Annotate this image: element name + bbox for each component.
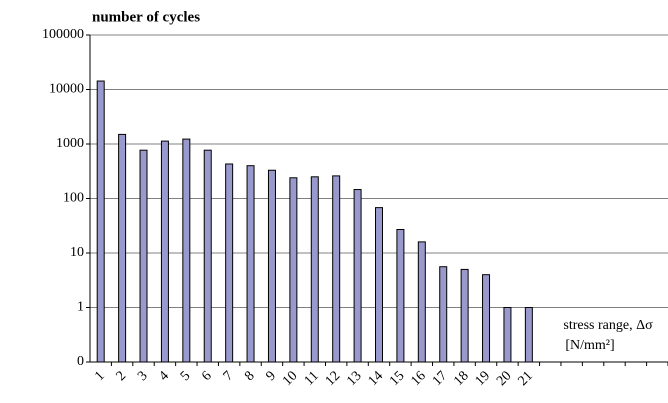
- bar: [375, 207, 383, 363]
- x-tick-label: 2: [114, 368, 130, 384]
- x-tick-label: 4: [156, 368, 172, 384]
- x-tick-label: 13: [344, 368, 365, 389]
- x-tick-label: 7: [221, 368, 237, 384]
- bar: [439, 266, 448, 363]
- y-tick-label: 10000: [49, 82, 84, 97]
- bar: [96, 80, 105, 363]
- y-tick-label: 1000: [56, 136, 84, 151]
- y-tick-label: 10: [70, 245, 84, 260]
- bar: [503, 307, 512, 363]
- x-tick-label: 8: [242, 368, 258, 384]
- x-tick-label: 1: [92, 368, 108, 384]
- x-tick-label: 10: [280, 368, 301, 389]
- x-tick-label: 21: [515, 368, 536, 389]
- x-tick-label: 3: [135, 368, 151, 384]
- y-tick-label: 100000: [42, 27, 84, 42]
- x-tick-label: 15: [387, 368, 408, 389]
- bar: [182, 138, 191, 363]
- x-tick-label: 19: [473, 368, 494, 389]
- y-tick-label: 0: [77, 354, 84, 369]
- bar: [332, 175, 341, 363]
- x-tick-label: 17: [430, 368, 451, 389]
- x-axis-label: stress range, Δσ: [563, 318, 653, 333]
- x-tick-label: 9: [264, 368, 280, 384]
- bar: [417, 241, 426, 363]
- y-tick-label: 100: [63, 191, 84, 206]
- bar: [267, 169, 276, 363]
- x-tick-label: 6: [199, 368, 215, 384]
- x-tick-label: 11: [302, 368, 322, 388]
- bar: [139, 149, 148, 363]
- x-tick-label: 16: [408, 368, 429, 389]
- bar: [460, 268, 469, 363]
- bar: [310, 176, 319, 363]
- x-tick-label: 14: [366, 368, 387, 389]
- bar: [160, 140, 169, 363]
- bar: [289, 177, 298, 363]
- x-tick-label: 20: [494, 368, 515, 389]
- bar: [524, 307, 533, 363]
- chart-title: number of cycles: [92, 9, 200, 25]
- bar: [225, 163, 234, 363]
- bar: [353, 189, 362, 363]
- bar: [396, 228, 405, 363]
- x-tick-label: 12: [323, 368, 344, 389]
- x-tick-label: 5: [178, 368, 194, 384]
- y-tick-label: 1: [77, 300, 84, 315]
- bar: [246, 165, 255, 363]
- bar: [482, 274, 491, 363]
- bar: [203, 149, 212, 363]
- x-axis-unit: [N/mm²]: [565, 338, 614, 353]
- x-tick-label: 18: [451, 368, 472, 389]
- bar: [118, 133, 127, 363]
